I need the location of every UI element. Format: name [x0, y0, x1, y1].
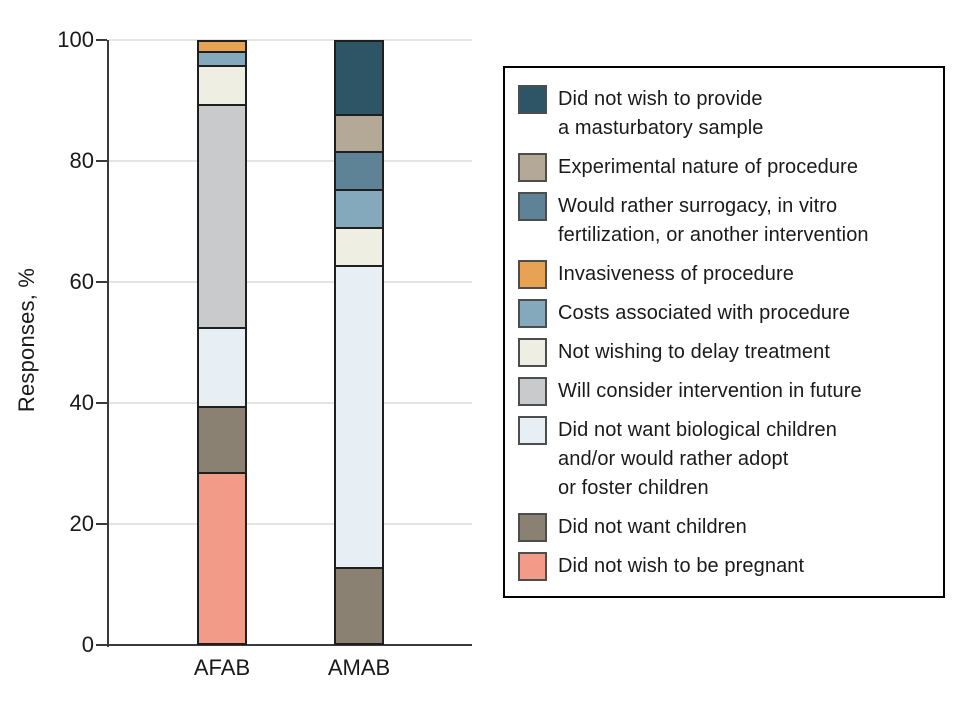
legend-item-label: Experimental nature of procedure: [558, 156, 859, 178]
bar-segment: [334, 40, 384, 116]
bar-segment: [334, 191, 384, 230]
legend-swatch: [518, 513, 547, 542]
bar-segment: [197, 473, 247, 645]
legend-item: Will consider intervention in future: [518, 377, 931, 406]
y-tick: [96, 39, 107, 41]
y-tick: [96, 160, 107, 162]
legend-item: Experimental nature of procedure: [518, 153, 931, 182]
bar-segment: [197, 408, 247, 474]
legend-item: Did not want children: [518, 513, 931, 542]
legend-item-label: Would rather surrogacy, in vitro fertili…: [558, 195, 869, 246]
legend-swatch: [518, 416, 547, 445]
legend-item-label: Not wishing to delay treatment: [558, 341, 831, 363]
x-axis-label-afab: AFAB: [193, 655, 251, 680]
legend-swatch: [518, 192, 547, 221]
y-tick: [96, 281, 107, 283]
bar-segment: [197, 66, 247, 106]
y-tick-label: 80: [69, 148, 94, 173]
y-tick-label: 60: [69, 269, 94, 294]
legend-swatch: [518, 299, 547, 328]
legend-item: Not wishing to delay treatment: [518, 338, 931, 367]
bar-segment: [334, 229, 384, 267]
bar-segment: [197, 329, 247, 409]
y-axis-line: [107, 40, 109, 647]
plot-area: [96, 39, 472, 647]
y-tick: [96, 402, 107, 404]
gridline: [109, 523, 472, 525]
legend-item: Invasiveness of procedure: [518, 260, 931, 289]
gridline: [109, 402, 472, 404]
y-tick-label: 20: [69, 511, 94, 536]
legend-item: Did not wish to be pregnant: [518, 552, 931, 581]
bar-amab: [334, 40, 384, 645]
legend-swatch: [518, 377, 547, 406]
legend-swatch: [518, 552, 547, 581]
legend-swatch: [518, 260, 547, 289]
bar-segment: [334, 569, 384, 645]
bar-segment: [197, 105, 247, 330]
x-axis-label-amab: AMAB: [327, 655, 391, 680]
legend-item-label: Invasiveness of procedure: [558, 263, 794, 285]
legend-item: Did not want biological children and/or …: [518, 416, 931, 503]
y-tick-label: 0: [81, 632, 94, 657]
legend-swatch: [518, 85, 547, 114]
y-tick-label: 100: [57, 27, 94, 52]
legend-item-label: Costs associated with procedure: [558, 302, 851, 324]
bar-segment: [334, 115, 384, 154]
gridline: [109, 281, 472, 283]
legend-item-label: Did not wish to provide a masturbatory s…: [558, 88, 764, 139]
legend-item-label: Will consider intervention in future: [558, 380, 862, 402]
legend-box: Did not wish to provide a masturbatory s…: [503, 66, 945, 598]
gridline: [109, 160, 472, 162]
legend-item: Would rather surrogacy, in vitro fertili…: [518, 192, 931, 250]
y-tick-label: 40: [69, 390, 94, 415]
legend-swatch: [518, 338, 547, 367]
x-axis-line: [107, 644, 472, 646]
bar-afab: [197, 40, 247, 645]
y-tick: [96, 644, 107, 646]
legend-item-label: Did not wish to be pregnant: [558, 555, 805, 577]
legend-item: Did not wish to provide a masturbatory s…: [518, 85, 931, 143]
legend-swatch: [518, 153, 547, 182]
y-tick: [96, 523, 107, 525]
legend-item-label: Did not want biological children and/or …: [558, 419, 837, 499]
legend-item: Costs associated with procedure: [518, 299, 931, 328]
bar-segment: [334, 266, 384, 570]
bar-segment: [197, 40, 247, 54]
bar-segment: [197, 53, 247, 67]
gridline: [109, 39, 472, 41]
legend-item-label: Did not want children: [558, 516, 747, 538]
bar-segment: [334, 153, 384, 192]
